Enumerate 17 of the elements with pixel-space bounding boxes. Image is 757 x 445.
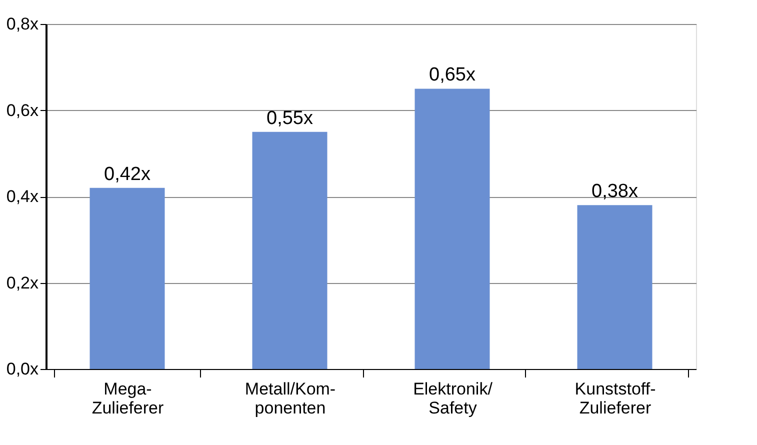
data-label: 0,38x — [592, 181, 638, 202]
y-tick-label: 0,0x — [6, 360, 39, 378]
bar — [414, 88, 490, 369]
x-tick-label: Mega- Zulieferer — [92, 380, 164, 418]
bar — [252, 132, 328, 369]
y-tick-label: 0,6x — [6, 100, 39, 120]
bar — [577, 205, 652, 369]
y-tick-label: 0,4x — [6, 187, 39, 206]
bar — [90, 188, 165, 369]
x-tick-label: Metall/Kom- ponenten — [244, 380, 336, 418]
data-label: 0,55x — [266, 108, 314, 129]
x-tick-label: Kunststoff- Zulieferer — [574, 380, 656, 418]
x-tick-label: Elektronik/ Safety — [413, 380, 493, 418]
data-label: 0,42x — [104, 164, 151, 185]
data-label: 0,65x — [429, 64, 476, 86]
y-tick-label: 0,8x — [6, 14, 39, 34]
y-tick-label: 0,2x — [6, 273, 39, 292]
